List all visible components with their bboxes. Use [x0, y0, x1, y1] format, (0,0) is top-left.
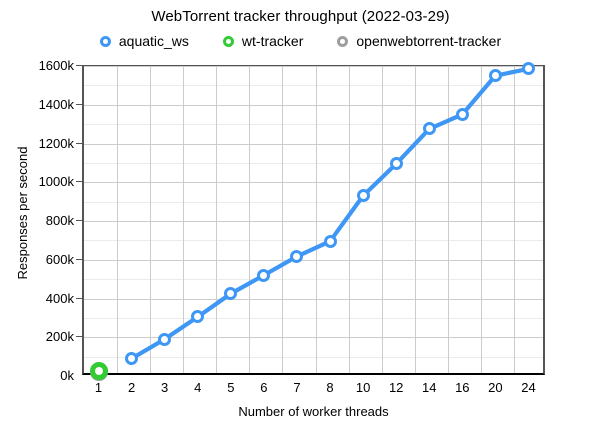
y-axis-tick-mark: [76, 258, 82, 260]
x-axis-tick-label: 2: [127, 380, 136, 395]
y-axis-tick-label: 1200k: [38, 135, 74, 151]
gridline-vertical: [480, 66, 482, 373]
plot-area: [82, 65, 545, 375]
y-axis-tick-mark: [76, 103, 82, 105]
legend-item-wt-tracker[interactable]: wt-tracker: [222, 33, 304, 49]
x-axis-tick-label: 12: [388, 380, 404, 395]
legend-marker-icon: [337, 35, 349, 47]
gridline-horizontal: [84, 143, 543, 145]
legend-item-aquatic-ws[interactable]: aquatic_ws: [99, 33, 189, 49]
x-axis-tick-label: 4: [194, 380, 202, 395]
x-axis-tick-label: 3: [161, 380, 169, 395]
y-axis-tick-label: 1600k: [38, 58, 74, 73]
gridline-horizontal: [84, 104, 543, 106]
gridline-horizontal: [84, 298, 543, 300]
legend-marker-icon: [99, 35, 111, 47]
y-axis-tick-label: 600k: [45, 251, 74, 267]
y-axis-tick-label: 1000k: [38, 174, 74, 190]
x-axis-tick-label: 1: [94, 380, 103, 395]
legend-item-label: aquatic_ws: [118, 33, 189, 49]
legend-item-label: openwebtorrent-tracker: [356, 33, 502, 49]
gridline-horizontal: [84, 356, 543, 358]
gridline-horizontal: [84, 240, 543, 242]
y-axis-tick-label: 800k: [45, 213, 74, 228]
y-axis-tick-label: 200k: [45, 329, 74, 345]
x-axis-tick-label: 7: [293, 380, 301, 395]
gridline-horizontal: [84, 124, 543, 126]
gridline-vertical: [447, 66, 449, 373]
y-axis-tick-mark: [76, 297, 82, 299]
gridline-vertical: [348, 66, 350, 373]
x-axis-tick-label: 8: [326, 380, 334, 395]
y-axis-tick-mark: [76, 220, 82, 221]
gridline-vertical: [216, 66, 218, 373]
gridline-horizontal: [84, 317, 543, 319]
gridline-horizontal: [84, 66, 543, 67]
gridline-horizontal: [84, 337, 543, 339]
gridline-horizontal: [84, 162, 543, 164]
legend-item-label: wt-tracker: [241, 33, 304, 49]
x-axis-tick-label: 24: [521, 380, 536, 395]
gridline-vertical: [117, 66, 119, 373]
x-axis-tick-label: 10: [355, 380, 371, 395]
gridline-vertical: [249, 66, 251, 373]
x-axis-tick-label: 14: [422, 380, 437, 395]
gridline-horizontal: [84, 201, 543, 203]
gridline-vertical: [282, 66, 284, 373]
y-axis-tick-labels: 0k 200k 400k 600k 800k 1000k 1200k 1400k 1600k: [0, 0, 74, 438]
gridline-vertical: [150, 66, 152, 373]
gridline-horizontal: [84, 85, 543, 87]
y-axis-tick-mark: [76, 336, 82, 338]
gridline-horizontal: [84, 221, 543, 222]
y-axis-tick-label: 0k: [60, 368, 74, 383]
chart-legend: aquatic_ws wt-tracker openwebtorrent-track…: [0, 33, 601, 49]
y-axis-tick-mark: [76, 142, 82, 144]
x-axis-tick-label: 5: [227, 380, 235, 395]
x-axis-tick-label: 6: [260, 380, 268, 395]
y-axis-tick-mark: [76, 65, 82, 66]
y-axis-tick-mark: [76, 181, 82, 183]
gridline-horizontal: [84, 279, 543, 281]
y-axis-tick-label: 400k: [45, 290, 74, 306]
gridline-vertical: [381, 66, 383, 373]
gridline-vertical: [315, 66, 317, 373]
x-axis-title: Number of worker threads: [238, 404, 389, 419]
x-axis-tick-label: 20: [488, 380, 503, 395]
gridline-horizontal: [84, 259, 543, 261]
y-axis-tick-label: 1400k: [38, 96, 74, 112]
chart-title: WebTorrent tracker throughput (2022-03-2…: [151, 8, 450, 25]
legend-marker-icon: [222, 35, 234, 47]
gridline-vertical: [513, 66, 515, 373]
gridline-vertical: [183, 66, 185, 373]
gridline-horizontal: [84, 182, 543, 184]
x-axis-tick-label: 16: [455, 380, 470, 395]
legend-item-openwebtorrent-tracker[interactable]: openwebtorrent-tracker: [337, 33, 501, 49]
gridline-vertical: [414, 66, 416, 373]
